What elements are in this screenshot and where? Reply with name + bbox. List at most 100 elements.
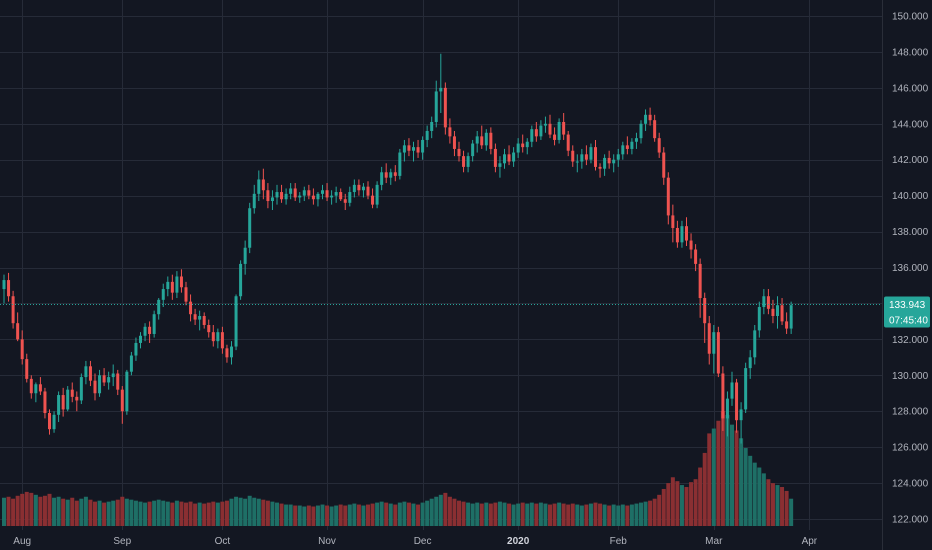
volume-bar	[106, 501, 111, 526]
volume-bar	[711, 428, 716, 526]
candle-body	[666, 177, 670, 216]
volume-bar	[461, 501, 466, 526]
candle	[293, 183, 297, 202]
volume-bar	[20, 493, 25, 526]
candle	[739, 402, 743, 444]
volume-bar	[584, 504, 589, 526]
volume-bar	[152, 500, 157, 526]
candle-body	[225, 348, 229, 358]
candle-body	[189, 301, 193, 315]
candle	[129, 351, 133, 376]
candle-body	[575, 161, 579, 163]
x-tick-label: Feb	[610, 536, 628, 547]
time-axis[interactable]: Aug Sep Oct Nov Dec 2020 Feb Mar Apr	[13, 536, 817, 547]
candle-body	[457, 148, 461, 157]
candle	[648, 107, 652, 126]
candle-body	[371, 195, 375, 205]
volume-bar	[74, 500, 79, 526]
volume-bar	[434, 496, 439, 526]
candle	[439, 53, 443, 114]
volume-bar	[566, 504, 571, 526]
candle	[334, 186, 338, 203]
candle-body	[507, 154, 511, 162]
candle-body	[425, 130, 429, 140]
candle-body	[179, 276, 183, 288]
candle-body	[730, 382, 734, 399]
candle-body	[348, 192, 352, 203]
volume-bar	[256, 498, 261, 526]
candle-body	[7, 280, 11, 297]
candle-body	[489, 132, 493, 149]
volume-bar	[679, 485, 684, 526]
candle	[539, 120, 543, 140]
candle	[753, 324, 757, 365]
volume-bar	[488, 503, 493, 526]
volume-bar	[725, 414, 730, 526]
candle-body	[716, 332, 720, 374]
candle	[712, 324, 716, 374]
candle	[475, 130, 479, 153]
candle-body	[29, 378, 33, 394]
volume-bar	[15, 495, 20, 526]
candle	[657, 132, 661, 158]
volume-bar	[220, 501, 225, 526]
candle-body	[70, 389, 74, 397]
candle	[735, 378, 739, 433]
candle	[88, 360, 92, 387]
candle	[298, 192, 302, 203]
candle	[284, 188, 288, 205]
volume-bar	[102, 502, 107, 526]
volume-bar	[229, 498, 234, 526]
candle-body	[361, 186, 365, 191]
price-tag-value: 133.943	[889, 300, 926, 311]
candle-body	[202, 316, 206, 325]
candle	[789, 301, 793, 334]
candle	[270, 190, 274, 211]
candle-body	[498, 163, 502, 167]
candle	[780, 298, 784, 325]
candle-body	[744, 368, 748, 410]
candle-body	[38, 384, 42, 392]
candle-body	[612, 159, 616, 164]
volume-bar	[215, 502, 220, 526]
candle-body	[530, 129, 534, 142]
candle-body	[671, 215, 675, 228]
volume-bar	[42, 495, 47, 526]
candle	[689, 233, 693, 259]
candle-body	[20, 339, 24, 360]
volume-bar	[684, 487, 689, 526]
candle	[416, 139, 420, 158]
volume-bar	[702, 452, 707, 526]
candle	[139, 332, 142, 349]
candle	[776, 296, 779, 329]
x-tick-label: Dec	[414, 536, 432, 547]
candle-body	[598, 166, 602, 169]
candle-body	[343, 199, 347, 203]
volume-bar	[161, 500, 166, 526]
volume-bar	[543, 503, 548, 526]
candle	[785, 312, 789, 334]
volume-bar	[529, 502, 534, 526]
candle-body	[648, 114, 652, 121]
candle-body	[685, 226, 688, 241]
candle-body	[493, 148, 497, 167]
volume-bar	[343, 505, 348, 526]
candle	[584, 145, 588, 166]
candle-body	[243, 247, 247, 264]
candle	[361, 183, 365, 198]
candle	[261, 168, 265, 200]
volume-bar	[366, 504, 370, 526]
candle	[448, 118, 452, 144]
candle	[348, 186, 352, 207]
candle-body	[207, 324, 211, 333]
candle	[503, 148, 506, 169]
candle-body	[252, 193, 256, 209]
candle-body	[703, 298, 707, 324]
candle-body	[534, 129, 538, 137]
candle	[175, 271, 179, 299]
candle-body	[116, 373, 120, 390]
y-tick-label: 132.000	[892, 335, 929, 346]
candle	[771, 299, 775, 324]
volume-bar	[325, 505, 330, 526]
